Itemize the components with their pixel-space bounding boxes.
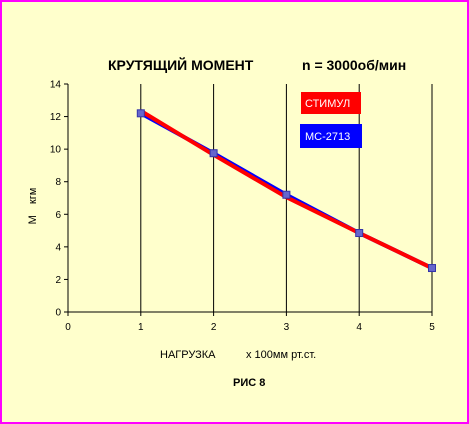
y-axis-label: М кгм — [27, 188, 39, 225]
figure-caption: РИС 8 — [233, 377, 265, 389]
plot-background — [68, 84, 432, 312]
y-tick-label: 12 — [50, 112, 62, 123]
y-tick-label: 6 — [55, 210, 61, 221]
x-tick-label: 1 — [138, 322, 144, 333]
series-marker-0 — [209, 149, 218, 158]
chart-title: КРУТЯЩИЙ МОМЕНТ — [108, 56, 254, 73]
series-layer — [136, 109, 436, 273]
legend-swatch-stimul — [301, 92, 361, 114]
y-tick-label: 14 — [50, 80, 62, 91]
legend-label-stimul: СТИМУЛ — [305, 98, 350, 110]
x-ticks: 0 1 2 3 4 5 — [65, 312, 435, 333]
y-axis-label-main: М — [27, 215, 39, 224]
x-axis-label-unit: х 100мм рт.ст. — [246, 349, 316, 361]
y-tick-label: 10 — [50, 145, 62, 156]
chart-subtitle: n = 3000об/мин — [302, 57, 406, 73]
x-tick-label: 0 — [65, 322, 71, 333]
legend-swatch-ms2713 — [300, 124, 362, 148]
y-tick-label: 2 — [55, 275, 61, 286]
legend: СТИМУЛ МС-2713 — [300, 92, 362, 148]
y-tick-label: 8 — [55, 177, 61, 188]
legend-label-ms2713: МС-2713 — [305, 131, 350, 143]
grid-lines — [140, 84, 433, 312]
x-tick-label: 3 — [284, 322, 290, 333]
x-tick-label: 2 — [211, 322, 217, 333]
series-marker-0 — [355, 229, 364, 238]
x-tick-label: 5 — [429, 322, 435, 333]
series-marker-0 — [136, 109, 145, 118]
x-tick-label: 4 — [356, 322, 362, 333]
y-axis-label-unit: кгм — [27, 188, 39, 204]
x-axis-label-main: НАГРУЗКА — [160, 349, 216, 361]
series-marker-0 — [282, 190, 291, 199]
axes — [67, 84, 432, 313]
series-marker-0 — [428, 264, 436, 273]
y-tick-label: 4 — [55, 242, 61, 253]
y-tick-label: 0 — [55, 308, 61, 319]
y-ticks: 0 2 4 6 8 10 12 14 — [50, 80, 68, 319]
